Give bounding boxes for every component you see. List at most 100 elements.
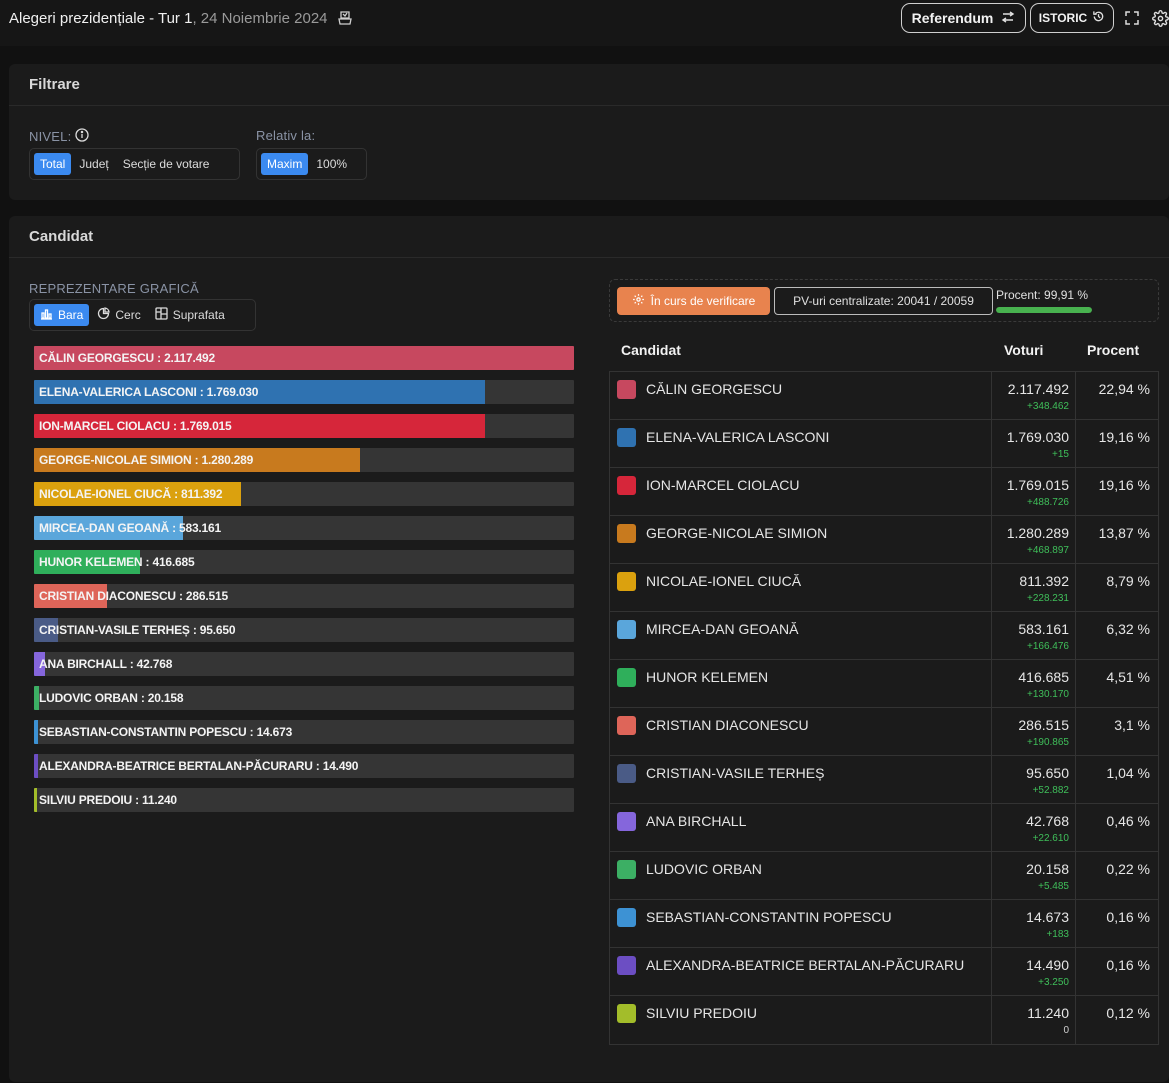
nivel-selector: Total Județ Secție de votare xyxy=(29,148,240,180)
bar-fill xyxy=(34,448,361,472)
bar-row[interactable]: ELENA-VALERICA LASCONI : 1.769.030 xyxy=(34,380,574,404)
nivel-option-total[interactable]: Total xyxy=(34,153,72,175)
bar-label: CRISTIAN DIACONESCU : 286.515 xyxy=(39,589,228,603)
table-row[interactable]: HUNOR KELEMEN 416.685 +130.170 4,51 % xyxy=(610,660,1158,708)
istoric-button[interactable]: ISTORIC xyxy=(1030,3,1114,33)
bar-row[interactable]: NICOLAE-IONEL CIUCĂ : 811.392 xyxy=(34,482,574,506)
votes-cell: 11.240 0 xyxy=(991,996,1076,1044)
color-swatch xyxy=(617,716,636,735)
bar-label: MIRCEA-DAN GEOANĂ : 583.161 xyxy=(39,521,221,535)
relativ-option-100[interactable]: 100% xyxy=(316,157,348,171)
verification-badge: În curs de verificare xyxy=(617,287,770,315)
repr-option-suprafata[interactable]: Suprafata xyxy=(149,304,231,326)
table-row[interactable]: CRISTIAN-VASILE TERHEȘ 95.650 +52.882 1,04 … xyxy=(610,756,1158,804)
bar-chart: CĂLIN GEORGESCU : 2.117.492 ELENA-VALERIC… xyxy=(34,346,574,822)
votes-value: 95.650 xyxy=(1026,765,1069,781)
bar-row[interactable]: ION-MARCEL CIOLACU : 1.769.015 xyxy=(34,414,574,438)
gear-icon[interactable] xyxy=(1151,9,1169,27)
votes-cell: 42.768 +22.610 xyxy=(991,804,1076,851)
votes-delta: +22.610 xyxy=(1032,833,1069,844)
bar-label: ELENA-VALERICA LASCONI : 1.769.030 xyxy=(39,385,259,399)
fullscreen-icon[interactable] xyxy=(1123,9,1141,27)
filter-title: Filtrare xyxy=(9,64,1169,106)
table-row[interactable]: ALEXANDRA-BEATRICE BERTALAN-PĂCURARU 14.4… xyxy=(610,948,1158,996)
istoric-label: ISTORIC xyxy=(1038,11,1088,25)
candidate-name: LUDOVIC ORBAN xyxy=(646,861,762,877)
table-row[interactable]: ELENA-VALERICA LASCONI 1.769.030 +15 19,16 … xyxy=(610,420,1158,468)
votes-delta: +488.726 xyxy=(1027,497,1069,508)
color-swatch xyxy=(617,380,636,399)
votes-value: 14.490 xyxy=(1026,957,1069,973)
candidate-name: ALEXANDRA-BEATRICE BERTALAN-PĂCURARU xyxy=(646,957,965,973)
nivel-option-judet[interactable]: Județ xyxy=(79,157,109,171)
bar-label: ALEXANDRA-BEATRICE BERTALAN-PĂCURARU : 1… xyxy=(39,759,359,773)
table-row[interactable]: CRISTIAN DIACONESCU 286.515 +190.865 3,1 % xyxy=(610,708,1158,756)
verification-label: În curs de verificare xyxy=(650,294,756,308)
bar-fill xyxy=(34,414,486,438)
bar-label: CRISTIAN-VASILE TERHEȘ : 95.650 xyxy=(39,623,236,637)
votes-delta: +15 xyxy=(1052,449,1069,460)
bar-fill xyxy=(34,550,141,574)
relativ-option-maxim[interactable]: Maxim xyxy=(261,153,309,175)
color-swatch xyxy=(617,572,636,591)
bar-row[interactable]: CRISTIAN DIACONESCU : 286.515 xyxy=(34,584,574,608)
color-swatch xyxy=(617,524,636,543)
bar-fill xyxy=(34,754,38,778)
bar-label: ION-MARCEL CIOLACU : 1.769.015 xyxy=(39,419,232,433)
bar-label: ANA BIRCHALL : 42.768 xyxy=(39,657,173,671)
votes-value: 1.769.015 xyxy=(1006,477,1069,493)
bar-label: NICOLAE-IONEL CIUCĂ : 811.392 xyxy=(39,487,223,501)
table-row[interactable]: MIRCEA-DAN GEOANĂ 583.161 +166.476 6,32 % xyxy=(610,612,1158,660)
table-row[interactable]: NICOLAE-IONEL CIUCĂ 811.392 +228.231 8,79 % xyxy=(610,564,1158,612)
bar-chart-icon xyxy=(40,308,53,323)
table-row[interactable]: ION-MARCEL CIOLACU 1.769.015 +488.726 19,16… xyxy=(610,468,1158,516)
repr-option-cerc[interactable]: Cerc xyxy=(91,304,146,326)
bar-row[interactable]: ALEXANDRA-BEATRICE BERTALAN-PĂCURARU : 1… xyxy=(34,754,574,778)
bar-label: GEORGE-NICOLAE SIMION : 1.280.289 xyxy=(39,453,254,467)
votes-cell: 416.685 +130.170 xyxy=(991,660,1076,707)
votes-delta: +130.170 xyxy=(1027,689,1069,700)
repr-suprafata-label: Suprafata xyxy=(172,308,225,322)
table-row[interactable]: GEORGE-NICOLAE SIMION 1.280.289 +468.897 13… xyxy=(610,516,1158,564)
col-procent: Procent xyxy=(1087,342,1140,358)
candidate-name: GEORGE-NICOLAE SIMION xyxy=(646,525,828,541)
votes-delta: +166.476 xyxy=(1027,641,1069,652)
referendum-button[interactable]: Referendum xyxy=(901,3,1026,33)
candidates-title: Candidat xyxy=(9,216,1169,258)
table-row[interactable]: SEBASTIAN-CONSTANTIN POPESCU 14.673 +183 0,… xyxy=(610,900,1158,948)
bar-row[interactable]: GEORGE-NICOLAE SIMION : 1.280.289 xyxy=(34,448,574,472)
table-row[interactable]: LUDOVIC ORBAN 20.158 +5.485 0,22 % xyxy=(610,852,1158,900)
nivel-option-sectie[interactable]: Secție de votare xyxy=(122,157,210,171)
table-row[interactable]: ANA BIRCHALL 42.768 +22.610 0,46 % xyxy=(610,804,1158,852)
votes-value: 1.769.030 xyxy=(1006,429,1069,445)
table-row[interactable]: SILVIU PREDOIU 11.240 0 0,12 % xyxy=(610,996,1158,1044)
table-row[interactable]: CĂLIN GEORGESCU 2.117.492 +348.462 22,94 % xyxy=(610,372,1158,420)
bar-row[interactable]: CĂLIN GEORGESCU : 2.117.492 xyxy=(34,346,574,370)
votes-value: 416.685 xyxy=(1018,669,1069,685)
votes-value: 20.158 xyxy=(1026,861,1069,877)
bar-row[interactable]: HUNOR KELEMEN : 416.685 xyxy=(34,550,574,574)
bar-row[interactable]: SEBASTIAN-CONSTANTIN POPESCU : 14.673 xyxy=(34,720,574,744)
candidate-name: CĂLIN GEORGESCU xyxy=(646,381,783,397)
bar-row[interactable]: SILVIU PREDOIU : 11.240 xyxy=(34,788,574,812)
procent-label: Procent: 99,91 % xyxy=(996,288,1089,302)
history-icon xyxy=(1092,10,1105,26)
color-swatch xyxy=(617,1004,636,1023)
votes-value: 42.768 xyxy=(1026,813,1069,829)
bar-row[interactable]: LUDOVIC ORBAN : 20.158 xyxy=(34,686,574,710)
bar-row[interactable]: CRISTIAN-VASILE TERHEȘ : 95.650 xyxy=(34,618,574,642)
election-date: , 24 Noiembrie 2024 xyxy=(192,9,328,27)
repr-option-bara[interactable]: Bara xyxy=(34,304,90,326)
bar-row[interactable]: MIRCEA-DAN GEOANĂ : 583.161 xyxy=(34,516,574,540)
candidate-name: SEBASTIAN-CONSTANTIN POPESCU xyxy=(646,909,892,925)
percent-value: 19,16 % xyxy=(1098,429,1150,445)
info-icon[interactable] xyxy=(75,128,90,145)
color-swatch xyxy=(617,812,636,831)
votes-cell: 20.158 +5.485 xyxy=(991,852,1076,899)
page-title: Alegeri prezidențiale - Tur 1, 24 Noiemb… xyxy=(9,9,354,27)
votes-cell: 583.161 +166.476 xyxy=(991,612,1076,659)
bar-fill xyxy=(34,584,108,608)
percent-value: 4,51 % xyxy=(1106,669,1150,685)
votes-cell: 1.769.030 +15 xyxy=(991,420,1076,467)
bar-row[interactable]: ANA BIRCHALL : 42.768 xyxy=(34,652,574,676)
